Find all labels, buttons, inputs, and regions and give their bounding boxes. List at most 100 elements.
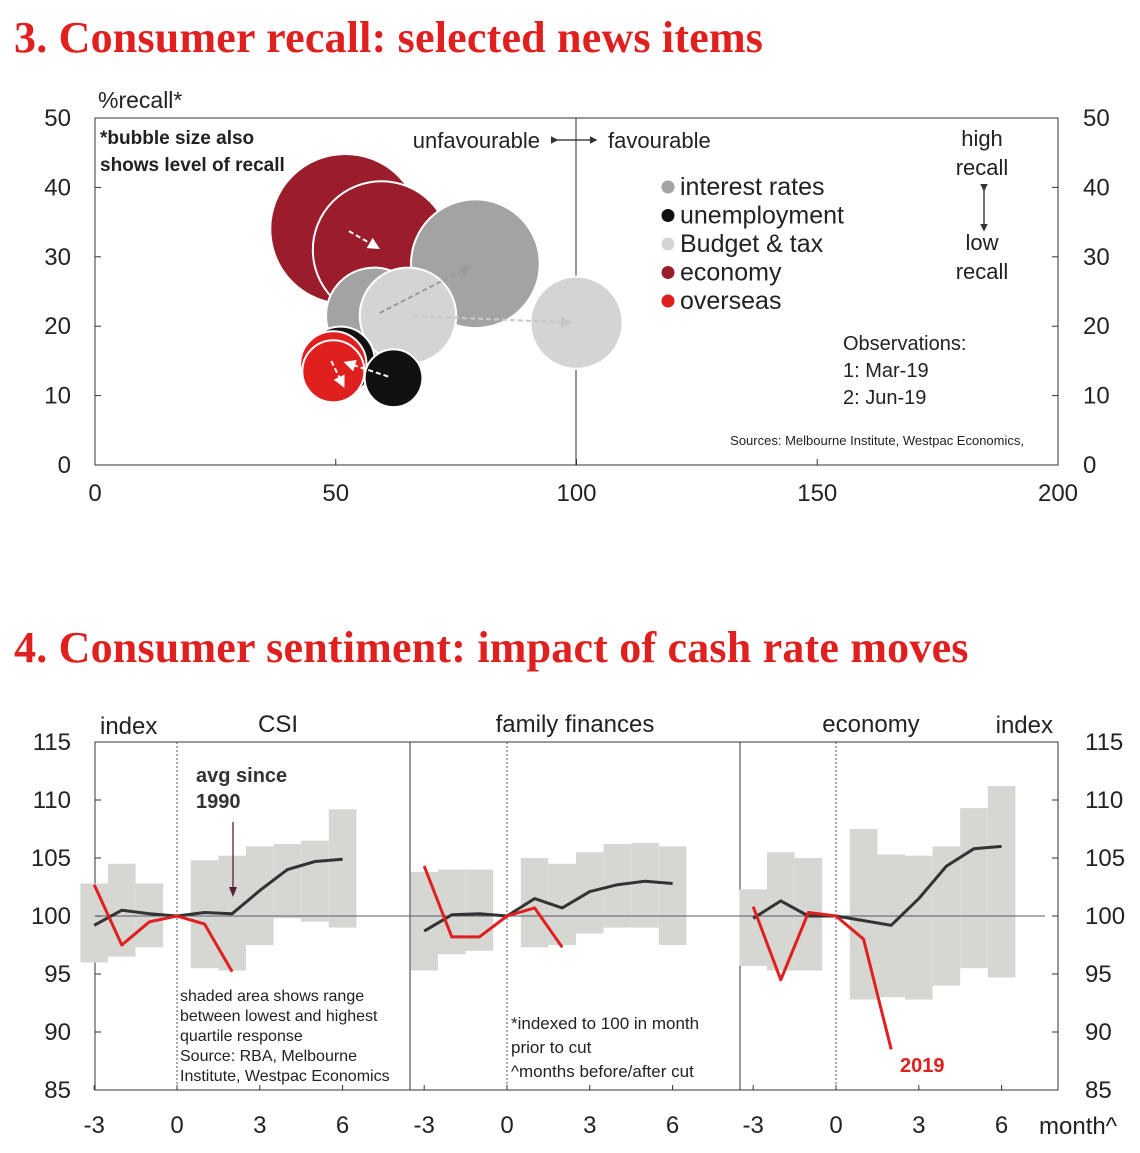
low-recall-label-2: recall (956, 259, 1009, 284)
x-tick-label-p3-0: 0 (829, 1112, 842, 1139)
left-index-label: index (100, 713, 157, 740)
low-recall-label-1: low (965, 230, 998, 255)
x-tick-label-p1--3: -3 (84, 1112, 105, 1139)
legend-label-economy: economy (680, 259, 782, 287)
x-tick-label-p2--3: -3 (414, 1112, 435, 1139)
shaded-note-1: shaded area shows range (180, 988, 364, 1005)
shaded-note-3: quartile response (180, 1028, 303, 1045)
y-tick-label-right-110: 110 (1085, 787, 1123, 814)
chart-3-title: 3. Consumer recall: selected news items (14, 13, 764, 62)
avg-since-label-2: 1990 (196, 791, 241, 813)
y-tick-label-left-110: 110 (33, 787, 71, 814)
range-band-csi-m4 (273, 844, 302, 919)
y-tick-label-right-95: 95 (1085, 961, 1112, 988)
bubble-budget-tax-Mar-19 (358, 266, 458, 366)
y-tick-label-right-20: 20 (1083, 313, 1110, 340)
favourable-label: favourable (608, 128, 711, 153)
y-tick-label-left-95: 95 (44, 961, 71, 988)
line-2019-family-finances (422, 865, 564, 949)
panel-title-csi: CSI (258, 711, 298, 738)
range-band-csi-m6 (328, 809, 357, 928)
shaded-note-2: between lowest and highest (180, 1008, 378, 1025)
y-tick-label-left-90: 90 (44, 1019, 71, 1046)
avg-line-economy (752, 844, 1002, 927)
y-tick-label-right-85: 85 (1085, 1077, 1112, 1104)
y-tick-label-right-100: 100 (1085, 903, 1125, 930)
y-tick-label-left-30: 30 (44, 244, 71, 271)
y-tick-label-right-105: 105 (1085, 845, 1125, 872)
indexed-note-3: ^months before/after cut (511, 1062, 694, 1081)
observation-1: 1: Mar-19 (843, 360, 929, 382)
indexed-note-2: prior to cut (511, 1038, 592, 1057)
x-tick-label-p3-6: 6 (995, 1112, 1008, 1139)
sentiment-line-chart: CSI family finances economy 85 85 90 90 95 95 10… (31, 711, 1125, 1140)
line-2019-economy (751, 906, 893, 1050)
chart-4-title: 4. Consumer sentiment: impact of cash ra… (14, 623, 969, 672)
x-tick-label-200: 200 (1038, 480, 1078, 507)
observation-2: 2: Jun-19 (843, 387, 926, 409)
high-recall-label-1: high (961, 126, 1003, 151)
right-index-label: index (996, 712, 1053, 739)
avg-line-family-finances (423, 879, 673, 933)
y-tick-label-left-20: 20 (44, 313, 71, 340)
x-axis-label: month^ (1039, 1113, 1118, 1140)
y-tick-label-left-0: 0 (58, 452, 71, 479)
y-tick-label-right-90: 90 (1085, 1019, 1112, 1046)
y-tick-label-left-115: 115 (33, 729, 71, 756)
legend-label-unemployment: unemployment (680, 202, 844, 230)
x-tick-label-p3--3: -3 (743, 1112, 764, 1139)
range-band-economy-m6 (987, 786, 1016, 978)
y-axis-label: %recall* (98, 87, 182, 113)
x-tick-label-0: 0 (88, 480, 101, 507)
x-tick-label-p2-3: 3 (583, 1112, 596, 1139)
x-tick-label-p3-3: 3 (912, 1112, 925, 1139)
line-2019-csi (92, 884, 234, 973)
range-band-family-finances-m-3 (410, 871, 438, 971)
y-tick-label-right-10: 10 (1083, 383, 1110, 410)
range-band-economy-m3 (905, 855, 933, 1000)
y-tick-label-left-100: 100 (31, 903, 71, 930)
y-tick-label-left-40: 40 (44, 174, 71, 201)
bubble-size-note-line1: *bubble size also (100, 128, 254, 149)
x-tick-label-p2-0: 0 (500, 1112, 513, 1139)
panel-title-economy: economy (822, 711, 919, 738)
legend-marker-unemployment (661, 209, 675, 222)
x-tick-label-100: 100 (556, 480, 596, 507)
range-band-economy-m-2 (767, 852, 795, 971)
legend-label-overseas: overseas (680, 287, 781, 315)
range-band-family-finances-m5 (631, 842, 659, 928)
observations-heading: Observations: (843, 333, 966, 355)
y-tick-label-right-0: 0 (1083, 452, 1096, 479)
y-tick-label-left-50: 50 (44, 105, 71, 132)
legend-label-interest-rates: interest rates (680, 173, 825, 201)
y-tick-label-left-105: 105 (31, 845, 71, 872)
legend-marker-economy (661, 266, 675, 279)
movement-arrow-overseas (330, 360, 345, 388)
y-tick-label-right-50: 50 (1083, 105, 1110, 132)
x-tick-label-p1-6: 6 (336, 1112, 349, 1139)
shaded-note-5: Institute, Westpac Economics (180, 1068, 390, 1085)
bubble-unemployment-Mar-19 (363, 348, 424, 409)
avg-since-label-1: avg since (196, 765, 287, 787)
high-recall-label-2: recall (956, 155, 1009, 180)
movement-arrow-economy (348, 230, 380, 249)
y-tick-label-left-85: 85 (44, 1077, 71, 1104)
unfavourable-label: unfavourable (413, 128, 540, 153)
movement-arrow-interest-rates (379, 265, 473, 314)
indexed-note-1: *indexed to 100 in month (511, 1014, 699, 1033)
legend-label-budget-tax: Budget & tax (680, 230, 824, 258)
x-tick-label-50: 50 (322, 480, 349, 507)
legend-marker-interest-rates (661, 180, 675, 194)
year-2019-label: 2019 (900, 1055, 945, 1077)
x-tick-label-150: 150 (797, 480, 837, 507)
range-band-economy-m5 (960, 808, 988, 969)
legend-marker-budget-tax (661, 237, 675, 251)
x-tick-label-p1-0: 0 (170, 1112, 183, 1139)
range-band-family-finances-m-1 (465, 869, 494, 951)
y-tick-label-right-40: 40 (1083, 174, 1110, 201)
movement-arrow-budget-tax (413, 315, 573, 329)
avg-line-csi (93, 857, 343, 927)
x-tick-label-p2-6: 6 (666, 1112, 679, 1139)
bubble-budget-tax-Jun-19 (529, 275, 624, 370)
